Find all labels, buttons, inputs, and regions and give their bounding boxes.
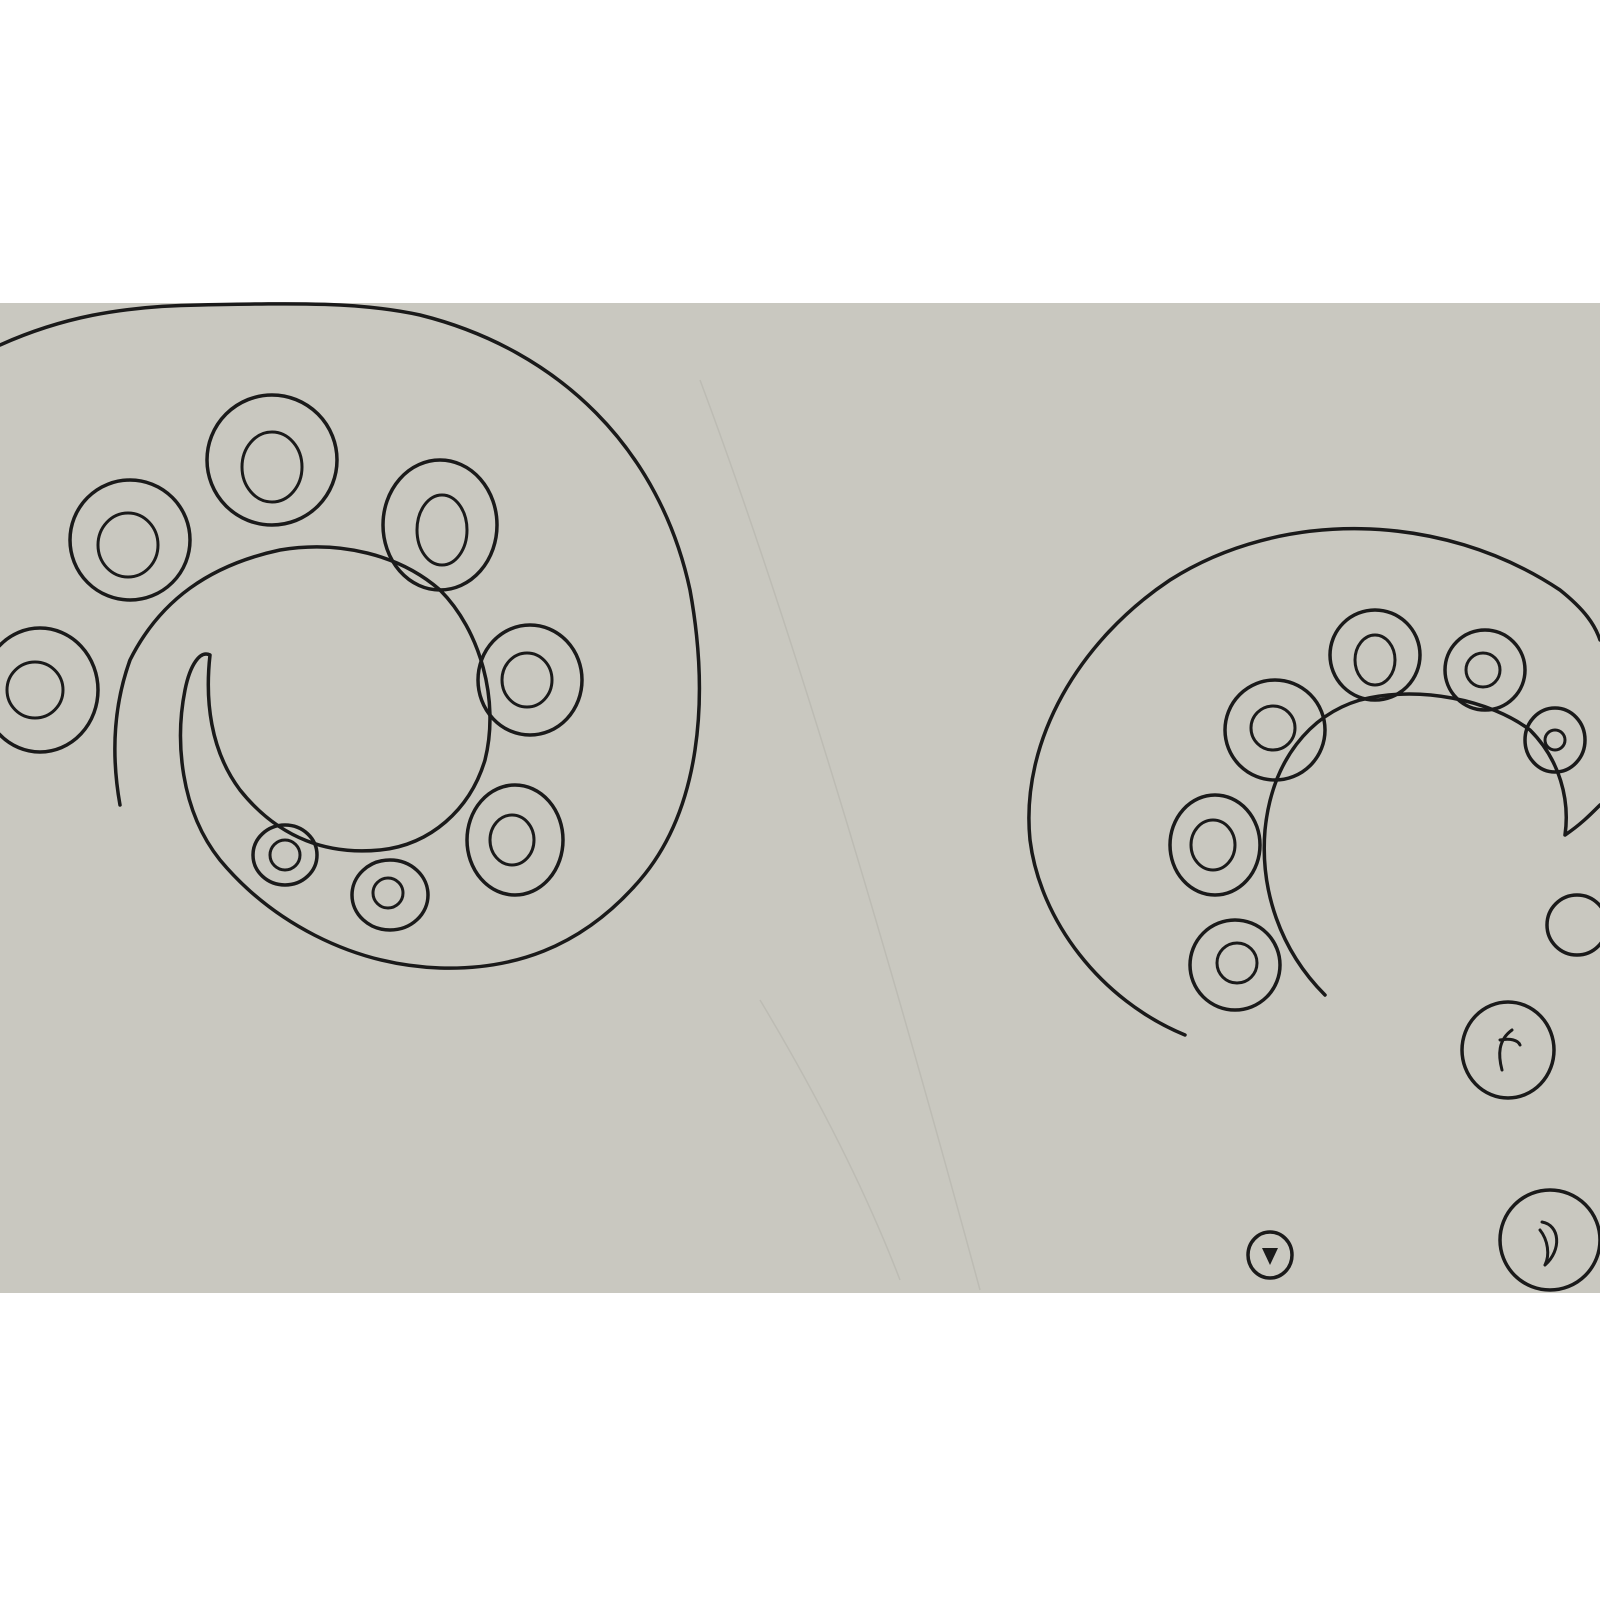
ring <box>1223 678 1327 782</box>
ring-core <box>240 430 304 504</box>
ring <box>205 393 339 527</box>
rings <box>0 393 584 932</box>
ring <box>251 823 319 887</box>
ring-core <box>1215 941 1259 985</box>
ring <box>1328 608 1422 702</box>
ring-mark <box>1498 1028 1522 1072</box>
ring <box>381 458 499 592</box>
ring <box>1168 793 1262 897</box>
ring <box>1188 918 1282 1012</box>
ring <box>0 626 100 754</box>
left-sketch <box>0 302 702 970</box>
ring-core <box>1464 651 1502 689</box>
ring-core <box>1189 818 1237 872</box>
ring-core <box>1353 633 1397 687</box>
ring <box>1523 706 1587 774</box>
paper-scratch <box>699 379 981 1291</box>
right-sketch <box>1027 526 1600 1292</box>
rings <box>1168 608 1600 1292</box>
paper <box>0 303 1600 1293</box>
ring <box>1443 628 1527 712</box>
ring-mark <box>1538 1220 1559 1267</box>
ring <box>1498 1188 1600 1292</box>
ring-core <box>1543 728 1567 752</box>
ring <box>1460 1000 1556 1100</box>
outer-curve <box>0 302 702 970</box>
ring-core <box>500 651 554 709</box>
ring-core <box>488 813 536 867</box>
ring-mark <box>1262 1248 1278 1265</box>
ring <box>350 858 430 932</box>
ring <box>476 623 584 737</box>
ring <box>68 478 192 602</box>
ring-core <box>96 511 160 579</box>
ring <box>1545 893 1600 957</box>
ring-core <box>268 838 302 872</box>
ring-core <box>1249 704 1297 752</box>
ring-core <box>5 660 65 720</box>
ring-core <box>415 493 469 567</box>
ring <box>1246 1230 1294 1280</box>
outer-curve <box>1027 526 1600 1037</box>
ring-core <box>371 876 405 910</box>
ring <box>465 783 565 897</box>
